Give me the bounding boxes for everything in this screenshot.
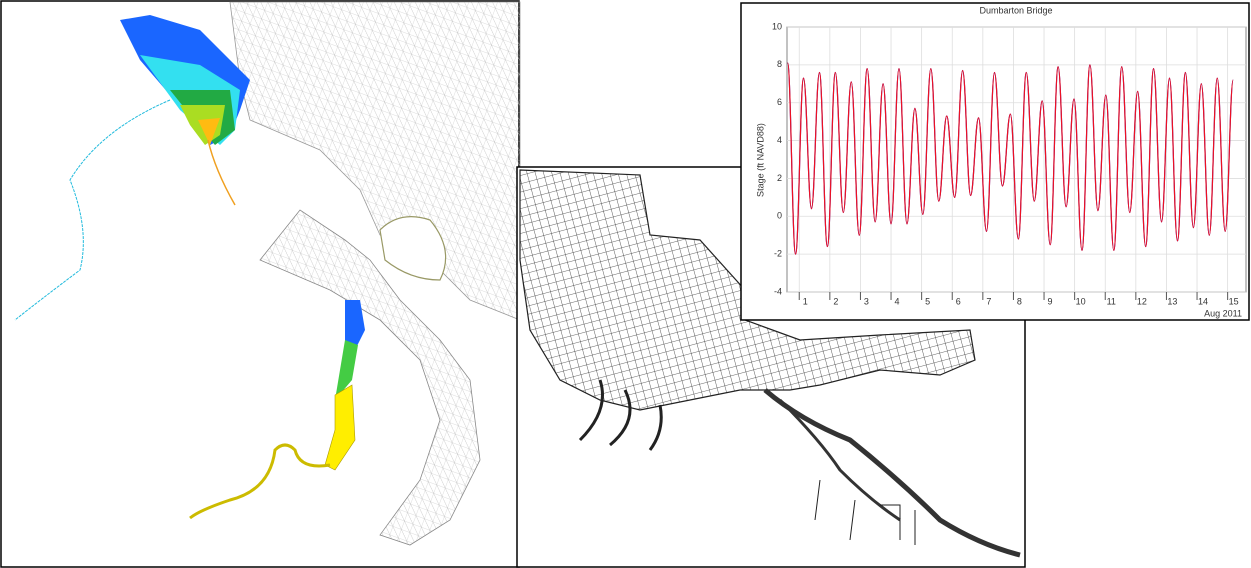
x-tick-label: 3 (864, 296, 869, 306)
x-tick-label: 1 (803, 296, 808, 306)
x-tick-label: 7 (986, 296, 991, 306)
x-tick-label: 8 (1017, 296, 1022, 306)
x-tick-label: 12 (1137, 296, 1147, 306)
y-tick-label: 2 (777, 173, 782, 183)
page: {"chart_data": {"type": "line", "title":… (0, 0, 1251, 568)
x-tick-label: 15 (1229, 296, 1239, 306)
y-tick-label: -2 (774, 249, 782, 259)
chart-title: Dumbarton Bridge (979, 5, 1052, 15)
x-tick-label: 4 (895, 296, 900, 306)
y-tick-label: 10 (772, 21, 782, 31)
y-tick-label: 0 (777, 211, 782, 221)
y-tick-label: 8 (777, 59, 782, 69)
x-tick-label: 9 (1048, 296, 1053, 306)
y-tick-label: 6 (777, 97, 782, 107)
x-tick-label: 2 (833, 296, 838, 306)
x-tick-label: 14 (1198, 296, 1208, 306)
y-tick-label: -4 (774, 286, 782, 296)
x-tick-label: 10 (1076, 296, 1086, 306)
x-axis-label: Aug 2011 (1204, 308, 1242, 318)
x-tick-label: 11 (1107, 296, 1116, 306)
left-map (1, 1, 520, 567)
composite: Dumbarton Bridge Stage (ft NAVD88) Aug 2… (0, 0, 1251, 568)
chart-panel: Dumbarton Bridge Stage (ft NAVD88) Aug 2… (741, 3, 1249, 320)
y-tick-label: 4 (777, 135, 782, 145)
x-tick-label: 13 (1167, 296, 1177, 306)
y-axis-label: Stage (ft NAVD88) (755, 123, 765, 197)
x-tick-label: 5 (925, 296, 930, 306)
x-tick-label: 6 (956, 296, 961, 306)
